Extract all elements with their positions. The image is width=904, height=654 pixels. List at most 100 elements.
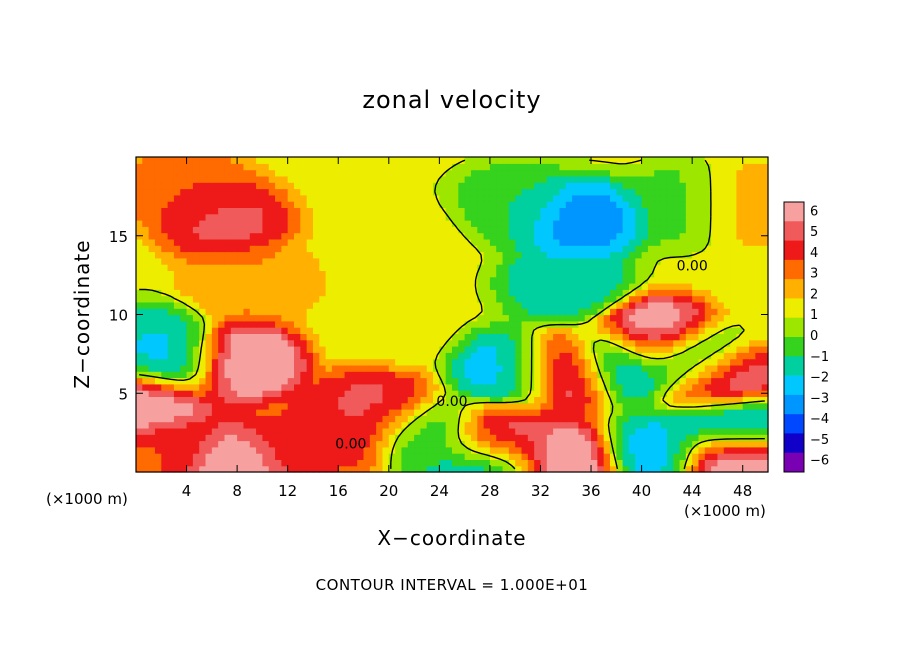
field-cell bbox=[464, 276, 472, 284]
field-cell bbox=[673, 194, 681, 202]
field-cell bbox=[717, 169, 725, 177]
field-cell bbox=[616, 283, 624, 290]
field-cell bbox=[616, 320, 624, 328]
field-cell bbox=[692, 421, 700, 429]
field-cell bbox=[534, 396, 542, 404]
field-cell bbox=[312, 201, 320, 208]
field-cell bbox=[136, 427, 143, 435]
field-cell bbox=[515, 358, 523, 366]
field-cell bbox=[249, 201, 257, 208]
field-cell bbox=[294, 188, 301, 196]
field-cell bbox=[711, 459, 719, 467]
field-cell bbox=[186, 163, 194, 171]
field-cell bbox=[218, 327, 226, 334]
field-cell bbox=[344, 327, 352, 334]
field-cell bbox=[534, 232, 542, 240]
field-cell bbox=[534, 188, 542, 196]
field-cell bbox=[249, 264, 257, 271]
field-cell bbox=[312, 421, 320, 429]
field-cell bbox=[414, 213, 421, 221]
field-cell bbox=[540, 314, 548, 322]
field-cell bbox=[338, 207, 346, 215]
field-cell bbox=[742, 446, 750, 454]
field-cell bbox=[167, 427, 175, 435]
field-cell bbox=[218, 459, 226, 467]
field-cell bbox=[521, 283, 529, 290]
field-cell bbox=[224, 226, 232, 234]
field-cell bbox=[205, 465, 213, 473]
field-cell bbox=[641, 364, 649, 372]
field-cell bbox=[559, 339, 567, 347]
field-cell bbox=[312, 402, 320, 410]
field-cell bbox=[180, 226, 188, 234]
field-cell bbox=[616, 175, 624, 183]
field-cell bbox=[527, 264, 535, 271]
field-cell bbox=[136, 175, 143, 183]
field-cell bbox=[142, 339, 150, 347]
field-cell bbox=[761, 409, 769, 416]
field-cell bbox=[578, 352, 586, 360]
field-cell bbox=[199, 434, 207, 442]
field-cell bbox=[268, 257, 276, 265]
field-cell bbox=[749, 283, 756, 290]
field-cell bbox=[407, 415, 415, 423]
field-cell bbox=[376, 358, 384, 366]
field-cell bbox=[761, 289, 769, 297]
field-cell bbox=[148, 283, 156, 290]
field-cell bbox=[597, 358, 605, 366]
field-cell bbox=[256, 232, 263, 240]
field-cell bbox=[382, 201, 390, 208]
field-cell bbox=[136, 257, 143, 265]
field-cell bbox=[262, 459, 270, 467]
field-cell bbox=[161, 308, 169, 316]
field-cell bbox=[218, 453, 226, 460]
field-cell bbox=[312, 276, 320, 284]
field-cell bbox=[515, 320, 523, 328]
field-cell bbox=[357, 169, 365, 177]
field-cell bbox=[470, 257, 478, 265]
field-cell bbox=[218, 188, 226, 196]
field-cell bbox=[565, 188, 573, 196]
field-cell bbox=[338, 270, 346, 278]
field-cell bbox=[256, 371, 263, 379]
field-cell bbox=[628, 182, 636, 190]
field-cell bbox=[306, 295, 314, 303]
field-cell bbox=[154, 421, 162, 429]
field-cell bbox=[755, 339, 763, 347]
field-cell bbox=[546, 207, 554, 215]
field-cell bbox=[388, 371, 396, 379]
field-cell bbox=[180, 289, 188, 297]
field-cell bbox=[685, 453, 693, 460]
field-cell bbox=[281, 289, 289, 297]
field-cell bbox=[679, 264, 687, 271]
field-cell bbox=[496, 226, 504, 234]
field-cell bbox=[218, 207, 226, 215]
field-cell bbox=[420, 257, 428, 265]
field-cell bbox=[673, 257, 681, 265]
field-cell bbox=[559, 396, 567, 404]
field-cell bbox=[452, 194, 459, 202]
field-cell bbox=[211, 333, 219, 341]
field-cell bbox=[388, 220, 396, 227]
field-cell bbox=[654, 270, 662, 278]
field-cell bbox=[167, 421, 175, 429]
field-cell bbox=[433, 371, 440, 379]
field-cell bbox=[666, 213, 674, 221]
field-cell bbox=[641, 182, 649, 190]
field-cell bbox=[230, 301, 238, 309]
field-cell bbox=[673, 434, 681, 442]
field-cell bbox=[186, 371, 194, 379]
field-cell bbox=[281, 157, 289, 164]
field-cell bbox=[692, 346, 700, 353]
field-cell bbox=[742, 346, 750, 353]
field-cell bbox=[376, 434, 384, 442]
field-cell bbox=[704, 289, 712, 297]
field-cell bbox=[445, 409, 453, 416]
field-cell bbox=[173, 440, 181, 448]
field-cell bbox=[173, 364, 181, 372]
field-cell bbox=[572, 169, 579, 177]
field-cell bbox=[591, 226, 598, 234]
field-cell bbox=[338, 352, 346, 360]
field-cell bbox=[489, 314, 497, 322]
field-cell bbox=[249, 352, 257, 360]
